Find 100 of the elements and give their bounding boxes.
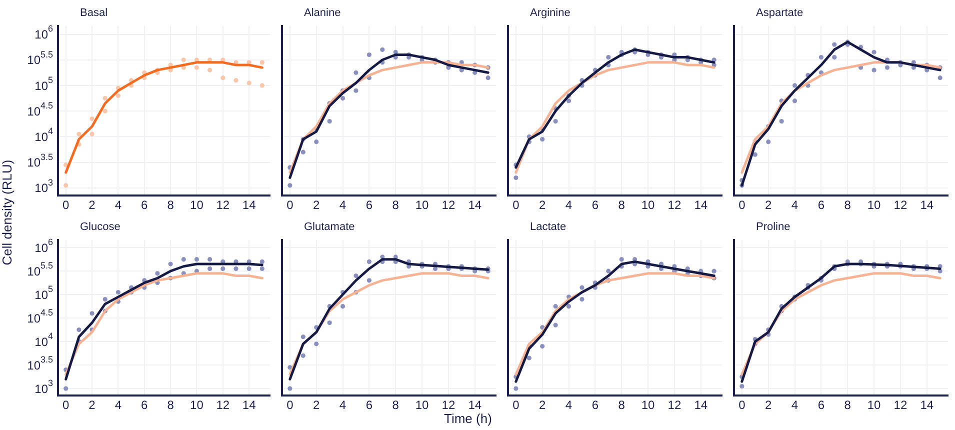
point xyxy=(300,150,306,154)
x-tick-label: 0 xyxy=(512,398,520,412)
x-tick-label: 10 xyxy=(867,398,882,412)
point xyxy=(938,76,942,80)
x-tick-label: 8 xyxy=(618,398,626,412)
point xyxy=(354,88,358,93)
point xyxy=(90,132,94,136)
point xyxy=(102,296,108,302)
point xyxy=(168,262,173,266)
point xyxy=(300,334,306,340)
x-tick-label: 12 xyxy=(442,198,456,212)
x-tick-label: 14 xyxy=(920,198,934,212)
x-tick-label: 12 xyxy=(216,198,230,212)
point xyxy=(540,136,545,142)
x-tick-label: 0 xyxy=(286,398,294,412)
x-tick-label: 14 xyxy=(920,398,934,412)
point xyxy=(486,76,490,80)
x-tick-label: 2 xyxy=(539,398,546,412)
x-tick-label: 6 xyxy=(366,398,373,412)
point xyxy=(366,278,372,283)
x-tick-label: 6 xyxy=(592,198,599,212)
x-tick-label: 14 xyxy=(468,398,482,412)
x-tick-label: 14 xyxy=(468,198,482,212)
point xyxy=(712,268,716,274)
point xyxy=(766,140,771,144)
x-tick-label: 6 xyxy=(141,398,148,412)
x-axis-title: Time (h) xyxy=(444,411,492,426)
point xyxy=(220,266,226,272)
point xyxy=(380,47,385,52)
x-tick-label: 10 xyxy=(867,198,882,212)
x-tick-label: 12 xyxy=(894,398,908,412)
point xyxy=(526,356,532,360)
point xyxy=(246,80,252,86)
point xyxy=(234,266,238,272)
point xyxy=(327,320,332,326)
point xyxy=(208,257,212,262)
x-tick-label: 12 xyxy=(668,398,682,412)
x-tick-label: 8 xyxy=(392,198,400,212)
x-tick-label: 4 xyxy=(565,198,572,212)
x-tick-label: 2 xyxy=(765,398,772,412)
point xyxy=(740,384,744,389)
x-tick-label: 0 xyxy=(738,198,746,212)
x-tick-label: 6 xyxy=(366,198,373,212)
point xyxy=(514,386,518,391)
point xyxy=(792,98,798,104)
point xyxy=(194,65,200,70)
point xyxy=(64,183,68,188)
point xyxy=(366,52,372,58)
point xyxy=(90,116,94,122)
x-tick-label: 12 xyxy=(216,398,230,412)
x-tick-label: 12 xyxy=(894,198,908,212)
x-tick-label: 0 xyxy=(512,198,520,212)
point xyxy=(260,60,264,65)
x-tick-label: 8 xyxy=(844,398,852,412)
point xyxy=(260,83,264,88)
point xyxy=(540,344,545,349)
x-tick-label: 2 xyxy=(88,398,96,412)
x-tick-label: 4 xyxy=(565,398,572,412)
point xyxy=(260,259,264,264)
x-tick-label: 6 xyxy=(818,198,825,212)
point xyxy=(314,140,319,144)
point xyxy=(102,96,108,101)
point xyxy=(818,55,824,60)
x-tick-label: 12 xyxy=(442,398,456,412)
x-tick-label: 2 xyxy=(765,198,772,212)
x-tick-label: 10 xyxy=(641,398,656,412)
point xyxy=(181,58,186,62)
point xyxy=(779,118,784,124)
point xyxy=(116,290,120,295)
x-tick-label: 14 xyxy=(694,198,708,212)
point xyxy=(181,257,186,262)
x-tick-label: 4 xyxy=(791,198,798,212)
chart-title: Glucose xyxy=(80,221,120,233)
x-tick-label: 4 xyxy=(339,398,346,412)
point xyxy=(288,386,292,391)
point xyxy=(76,327,82,332)
point xyxy=(566,98,572,104)
point xyxy=(102,108,108,114)
point xyxy=(208,266,212,272)
x-tick-label: 0 xyxy=(738,398,746,412)
x-tick-label: 0 xyxy=(286,198,294,212)
x-tick-label: 2 xyxy=(313,198,320,212)
x-tick-label: 4 xyxy=(114,198,122,212)
x-tick-label: 10 xyxy=(415,198,430,212)
chart-title: Aspartate xyxy=(756,7,804,19)
x-tick-label: 2 xyxy=(88,198,96,212)
point xyxy=(354,70,358,75)
point xyxy=(553,322,558,328)
point xyxy=(314,342,319,346)
point xyxy=(566,304,572,309)
x-tick-label: 4 xyxy=(339,198,346,212)
x-tick-label: 10 xyxy=(190,398,204,412)
x-tick-label: 8 xyxy=(167,398,174,412)
chart-title: Alanine xyxy=(304,7,341,19)
point xyxy=(246,266,252,272)
point xyxy=(220,76,226,80)
point xyxy=(116,93,120,98)
x-tick-label: 8 xyxy=(392,398,400,412)
point xyxy=(580,285,584,290)
point xyxy=(354,273,358,278)
